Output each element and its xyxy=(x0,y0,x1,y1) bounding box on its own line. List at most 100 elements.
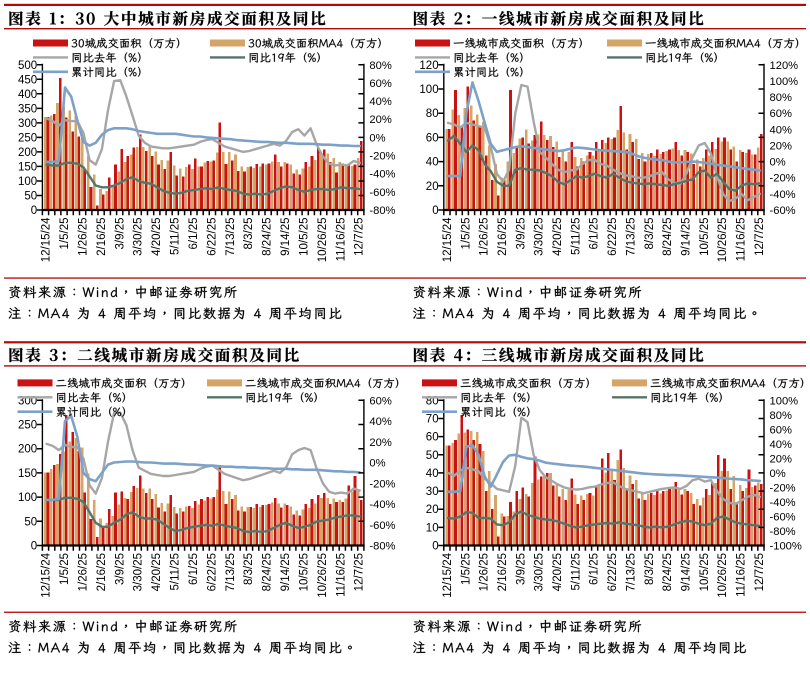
svg-text:40%: 40% xyxy=(369,416,391,428)
svg-text:-60%: -60% xyxy=(369,187,395,199)
svg-text:9/14/25: 9/14/25 xyxy=(280,218,292,256)
svg-text:300: 300 xyxy=(18,118,37,130)
svg-text:10/5/25: 10/5/25 xyxy=(699,553,711,591)
svg-text:12/7/25: 12/7/25 xyxy=(354,553,366,591)
svg-text:2/16/25: 2/16/25 xyxy=(497,218,509,256)
svg-text:50: 50 xyxy=(24,191,37,203)
svg-text:3/30/25: 3/30/25 xyxy=(534,553,546,591)
svg-text:120%: 120% xyxy=(770,60,799,72)
svg-text:-20%: -20% xyxy=(369,478,395,490)
svg-text:1/26/25: 1/26/25 xyxy=(77,218,89,256)
svg-text:10: 10 xyxy=(426,522,439,534)
svg-text:-20%: -20% xyxy=(369,151,395,163)
svg-text:11/16/25: 11/16/25 xyxy=(736,553,748,597)
svg-text:7/13/25: 7/13/25 xyxy=(625,218,637,256)
svg-text:80%: 80% xyxy=(770,92,792,104)
svg-text:5/11/25: 5/11/25 xyxy=(170,218,182,256)
svg-text:10/26/25: 10/26/25 xyxy=(317,218,329,263)
svg-text:11/16/25: 11/16/25 xyxy=(335,553,347,597)
svg-text:100%: 100% xyxy=(770,76,799,88)
svg-text:4/20/25: 4/20/25 xyxy=(552,553,564,591)
svg-text:3/9/25: 3/9/25 xyxy=(114,218,126,250)
svg-text:-80%: -80% xyxy=(770,526,796,538)
svg-text:80%: 80% xyxy=(770,410,792,422)
svg-text:-60%: -60% xyxy=(369,520,395,532)
svg-text:8/24/25: 8/24/25 xyxy=(262,553,274,591)
svg-text:0%: 0% xyxy=(369,458,385,470)
svg-text:8/3/25: 8/3/25 xyxy=(644,553,656,585)
svg-text:-20%: -20% xyxy=(770,482,796,494)
svg-text:6/1/25: 6/1/25 xyxy=(188,553,200,585)
svg-text:8/3/25: 8/3/25 xyxy=(243,218,255,250)
svg-text:80%: 80% xyxy=(369,60,391,72)
svg-text:4/20/25: 4/20/25 xyxy=(151,218,163,256)
svg-text:1/5/25: 1/5/25 xyxy=(59,218,71,250)
svg-text:6/22/25: 6/22/25 xyxy=(607,218,619,256)
svg-text:1/26/25: 1/26/25 xyxy=(479,553,491,591)
svg-text:-40%: -40% xyxy=(770,189,796,201)
svg-text:10/26/25: 10/26/25 xyxy=(717,553,729,598)
svg-text:11/16/25: 11/16/25 xyxy=(335,218,347,262)
svg-text:10/5/25: 10/5/25 xyxy=(298,218,310,256)
svg-text:4/20/25: 4/20/25 xyxy=(552,218,564,256)
svg-text:3/9/25: 3/9/25 xyxy=(114,553,126,585)
svg-text:-40%: -40% xyxy=(369,499,395,511)
svg-text:450: 450 xyxy=(18,74,37,86)
svg-text:20: 20 xyxy=(426,181,439,193)
svg-text:100: 100 xyxy=(419,84,438,96)
svg-text:2/16/25: 2/16/25 xyxy=(497,553,509,591)
svg-text:60%: 60% xyxy=(770,108,792,120)
svg-text:12/15/24: 12/15/24 xyxy=(442,552,454,597)
svg-text:3/30/25: 3/30/25 xyxy=(133,553,145,591)
svg-text:100%: 100% xyxy=(770,395,799,407)
svg-text:40%: 40% xyxy=(770,439,792,451)
svg-text:0: 0 xyxy=(31,205,37,217)
svg-text:9/14/25: 9/14/25 xyxy=(680,218,692,256)
svg-text:40%: 40% xyxy=(369,96,391,108)
svg-text:20%: 20% xyxy=(369,437,391,449)
svg-text:10/26/25: 10/26/25 xyxy=(717,218,729,263)
svg-text:9/14/25: 9/14/25 xyxy=(680,553,692,591)
svg-text:20%: 20% xyxy=(770,141,792,153)
svg-text:12/15/24: 12/15/24 xyxy=(41,217,53,262)
svg-text:200: 200 xyxy=(18,444,37,456)
svg-text:5/11/25: 5/11/25 xyxy=(570,553,582,591)
svg-text:3/9/25: 3/9/25 xyxy=(515,553,527,585)
svg-text:12/15/24: 12/15/24 xyxy=(442,217,454,262)
svg-text:50: 50 xyxy=(426,450,439,462)
svg-text:3/30/25: 3/30/25 xyxy=(133,218,145,256)
svg-text:9/14/25: 9/14/25 xyxy=(280,553,292,591)
svg-text:6/22/25: 6/22/25 xyxy=(206,553,218,591)
svg-text:250: 250 xyxy=(18,420,37,432)
svg-text:250: 250 xyxy=(18,132,37,144)
svg-text:0: 0 xyxy=(432,541,438,553)
svg-text:400: 400 xyxy=(18,89,37,101)
svg-text:7/13/25: 7/13/25 xyxy=(625,553,637,591)
svg-text:10/26/25: 10/26/25 xyxy=(317,553,329,598)
svg-text:20: 20 xyxy=(426,504,439,516)
svg-text:0%: 0% xyxy=(369,132,385,144)
svg-text:-80%: -80% xyxy=(369,541,395,553)
svg-text:0%: 0% xyxy=(770,468,786,480)
svg-text:12/15/24: 12/15/24 xyxy=(41,552,53,597)
svg-text:60: 60 xyxy=(426,432,439,444)
svg-text:6/1/25: 6/1/25 xyxy=(188,218,200,250)
svg-text:8/24/25: 8/24/25 xyxy=(662,218,674,256)
svg-text:60: 60 xyxy=(426,132,439,144)
svg-text:40%: 40% xyxy=(770,124,792,136)
svg-text:-20%: -20% xyxy=(770,173,796,185)
svg-text:70: 70 xyxy=(426,414,439,426)
svg-text:500: 500 xyxy=(18,60,37,72)
svg-text:60%: 60% xyxy=(369,395,391,407)
svg-text:60%: 60% xyxy=(770,424,792,436)
svg-text:3/30/25: 3/30/25 xyxy=(534,218,546,256)
svg-text:8/24/25: 8/24/25 xyxy=(662,553,674,591)
svg-text:5/11/25: 5/11/25 xyxy=(570,218,582,256)
svg-text:7/13/25: 7/13/25 xyxy=(225,218,237,256)
svg-text:6/22/25: 6/22/25 xyxy=(206,218,218,256)
svg-text:7/13/25: 7/13/25 xyxy=(225,553,237,591)
svg-text:3/9/25: 3/9/25 xyxy=(515,218,527,250)
svg-text:1/5/25: 1/5/25 xyxy=(59,553,71,585)
svg-text:30: 30 xyxy=(426,486,439,498)
svg-text:350: 350 xyxy=(18,103,37,115)
